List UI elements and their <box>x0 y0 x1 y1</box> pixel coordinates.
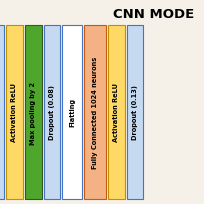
FancyBboxPatch shape <box>126 26 142 199</box>
Text: Max pooling by 2: Max pooling by 2 <box>30 81 36 144</box>
FancyBboxPatch shape <box>0 26 4 199</box>
Text: Activation ReLU: Activation ReLU <box>113 83 119 142</box>
FancyBboxPatch shape <box>44 26 60 199</box>
FancyBboxPatch shape <box>25 26 42 199</box>
FancyBboxPatch shape <box>62 26 82 199</box>
Text: Fully Connected 1024 neurons: Fully Connected 1024 neurons <box>92 57 98 168</box>
Text: Activation ReLU: Activation ReLU <box>11 83 17 142</box>
Text: Flatting: Flatting <box>69 98 75 127</box>
Text: CNN MODE: CNN MODE <box>113 8 193 21</box>
FancyBboxPatch shape <box>108 26 124 199</box>
FancyBboxPatch shape <box>84 26 105 199</box>
FancyBboxPatch shape <box>6 26 23 199</box>
Text: Dropout (0.13): Dropout (0.13) <box>131 85 137 140</box>
Text: Dropout (0.08): Dropout (0.08) <box>49 85 55 140</box>
